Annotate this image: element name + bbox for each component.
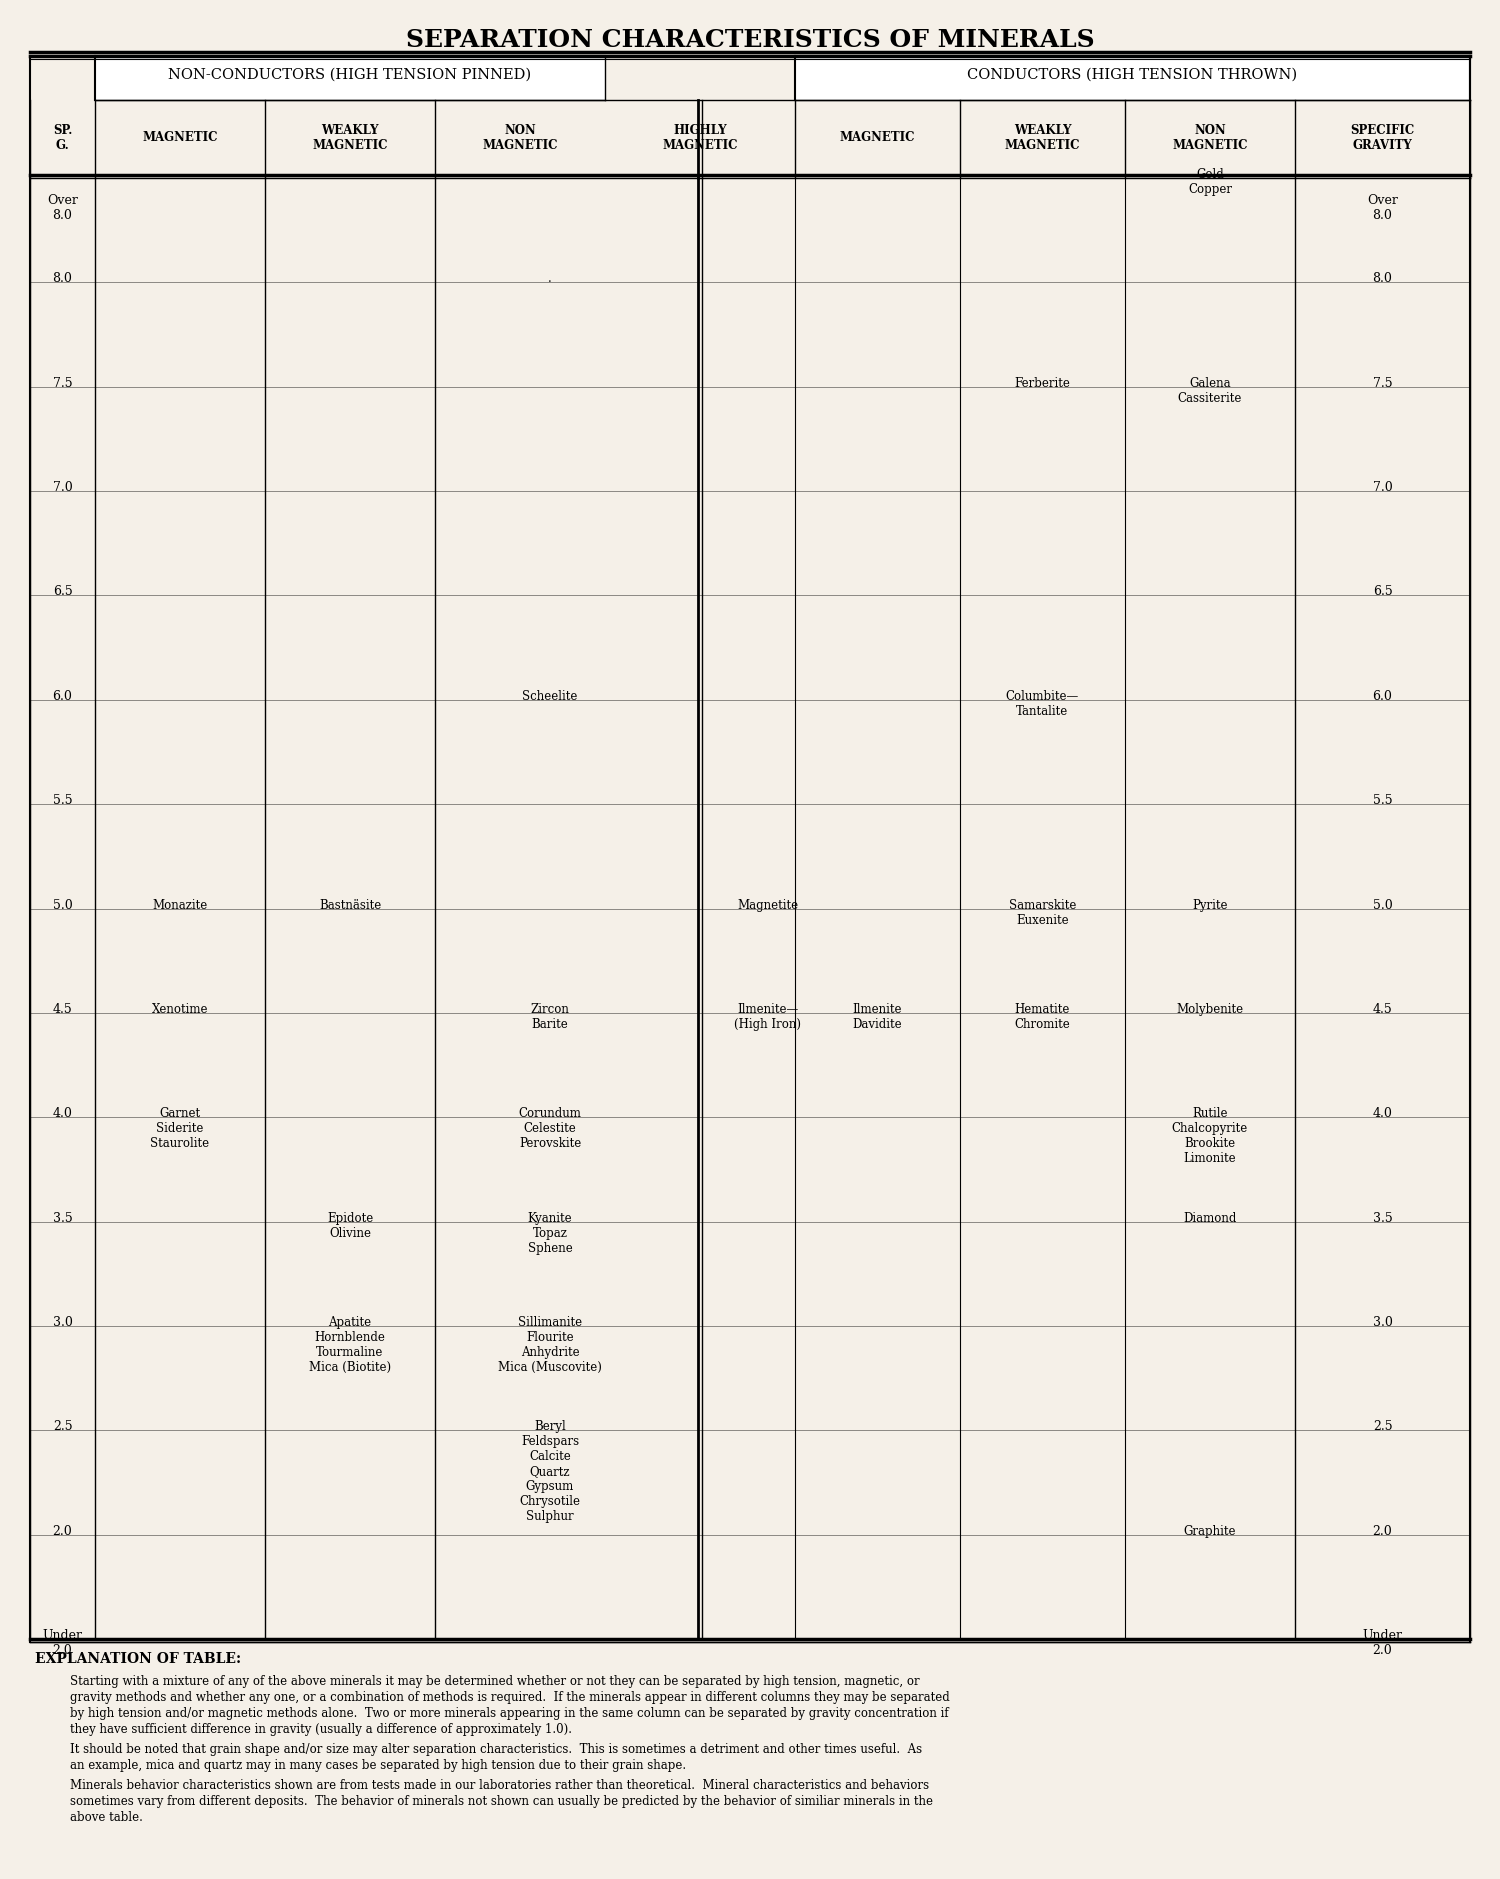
Text: sometimes vary from different deposits.  The behavior of minerals not shown can : sometimes vary from different deposits. … — [70, 1794, 933, 1808]
Text: Hematite
Chromite: Hematite Chromite — [1014, 1003, 1071, 1032]
Text: It should be noted that grain shape and/or size may alter separation characteris: It should be noted that grain shape and/… — [70, 1744, 922, 1757]
Text: NON
MAGNETIC: NON MAGNETIC — [483, 124, 558, 152]
Text: 7.5: 7.5 — [1372, 376, 1392, 389]
Text: 7.0: 7.0 — [1372, 481, 1392, 494]
Text: 6.0: 6.0 — [53, 690, 72, 703]
Text: Epidote
Olivine: Epidote Olivine — [327, 1212, 374, 1240]
Text: Under
2.0: Under 2.0 — [42, 1629, 82, 1657]
Text: Garnet
Siderite
Staurolite: Garnet Siderite Staurolite — [150, 1107, 210, 1150]
Text: Columbite—
Tantalite: Columbite— Tantalite — [1007, 690, 1078, 718]
Text: MAGNETIC: MAGNETIC — [840, 132, 915, 145]
Text: NON
MAGNETIC: NON MAGNETIC — [1173, 124, 1248, 152]
Text: Minerals behavior characteristics shown are from tests made in our laboratories : Minerals behavior characteristics shown … — [70, 1779, 928, 1793]
Text: 2.5: 2.5 — [53, 1421, 72, 1434]
Text: Pyrite: Pyrite — [1192, 898, 1227, 911]
Text: 5.0: 5.0 — [1372, 898, 1392, 911]
Text: Monazite: Monazite — [153, 898, 207, 911]
Text: Ilmenite
Davidite: Ilmenite Davidite — [852, 1003, 903, 1032]
Text: Xenotime: Xenotime — [152, 1003, 208, 1017]
Text: 4.0: 4.0 — [53, 1107, 72, 1120]
Text: 2.0: 2.0 — [53, 1524, 72, 1537]
Text: Scheelite: Scheelite — [522, 690, 578, 703]
Text: 5.0: 5.0 — [53, 898, 72, 911]
Text: Sillimanite
Flourite
Anhydrite
Mica (Muscovite): Sillimanite Flourite Anhydrite Mica (Mus… — [498, 1315, 602, 1374]
Text: 7.0: 7.0 — [53, 481, 72, 494]
Text: Galena
Cassiterite: Galena Cassiterite — [1178, 376, 1242, 404]
Text: Ferberite: Ferberite — [1014, 376, 1071, 389]
Text: Bastnäsite: Bastnäsite — [320, 898, 381, 911]
Text: 4.5: 4.5 — [1372, 1003, 1392, 1017]
Text: 7.5: 7.5 — [53, 376, 72, 389]
Text: Molybenite: Molybenite — [1176, 1003, 1244, 1017]
Text: HIGHLY
MAGNETIC: HIGHLY MAGNETIC — [663, 124, 738, 152]
Text: Under
2.0: Under 2.0 — [1362, 1629, 1402, 1657]
Text: Samarskite
Euxenite: Samarskite Euxenite — [1010, 898, 1076, 926]
Text: above table.: above table. — [70, 1811, 142, 1825]
Text: 5.5: 5.5 — [1372, 795, 1392, 808]
Text: Magnetite: Magnetite — [736, 898, 798, 911]
Text: 3.0: 3.0 — [53, 1315, 72, 1328]
Text: MAGNETIC: MAGNETIC — [142, 132, 218, 145]
Text: NON-CONDUCTORS (HIGH TENSION PINNED): NON-CONDUCTORS (HIGH TENSION PINNED) — [168, 68, 531, 83]
Text: 6.5: 6.5 — [1372, 586, 1392, 598]
Text: .: . — [548, 272, 552, 286]
Text: Rutile
Chalcopyrite
Brookite
Limonite: Rutile Chalcopyrite Brookite Limonite — [1172, 1107, 1248, 1165]
Text: 6.5: 6.5 — [53, 586, 72, 598]
Text: 8.0: 8.0 — [1372, 272, 1392, 286]
Text: Starting with a mixture of any of the above minerals it may be determined whethe: Starting with a mixture of any of the ab… — [70, 1674, 919, 1687]
Text: Diamond: Diamond — [1184, 1212, 1236, 1225]
Text: 2.0: 2.0 — [1372, 1524, 1392, 1537]
Text: 5.5: 5.5 — [53, 795, 72, 808]
Text: 8.0: 8.0 — [53, 272, 72, 286]
Text: Ilmenite—
(High Iron): Ilmenite— (High Iron) — [734, 1003, 801, 1032]
Text: Over
8.0: Over 8.0 — [1366, 194, 1398, 222]
Text: by high tension and/or magnetic methods alone.  Two or more minerals appearing i: by high tension and/or magnetic methods … — [70, 1706, 948, 1719]
Text: WEAKLY
MAGNETIC: WEAKLY MAGNETIC — [1005, 124, 1080, 152]
Text: Over
8.0: Over 8.0 — [46, 194, 78, 222]
Text: Corundum
Celestite
Perovskite: Corundum Celestite Perovskite — [519, 1107, 582, 1150]
Text: CONDUCTORS (HIGH TENSION THROWN): CONDUCTORS (HIGH TENSION THROWN) — [968, 68, 1298, 83]
Text: an example, mica and quartz may in many cases be separated by high tension due t: an example, mica and quartz may in many … — [70, 1759, 686, 1772]
Text: 6.0: 6.0 — [1372, 690, 1392, 703]
Text: Zircon
Barite: Zircon Barite — [531, 1003, 570, 1032]
Text: Graphite: Graphite — [1184, 1524, 1236, 1537]
Text: EXPLANATION OF TABLE:: EXPLANATION OF TABLE: — [34, 1652, 242, 1667]
Text: 2.5: 2.5 — [1372, 1421, 1392, 1434]
Text: WEAKLY
MAGNETIC: WEAKLY MAGNETIC — [312, 124, 387, 152]
Text: 3.5: 3.5 — [1372, 1212, 1392, 1225]
Text: SP.
G.: SP. G. — [53, 124, 72, 152]
Text: 4.5: 4.5 — [53, 1003, 72, 1017]
Text: 4.0: 4.0 — [1372, 1107, 1392, 1120]
Text: Apatite
Hornblende
Tourmaline
Mica (Biotite): Apatite Hornblende Tourmaline Mica (Biot… — [309, 1315, 392, 1374]
Text: they have sufficient difference in gravity (usually a difference of approximatel: they have sufficient difference in gravi… — [70, 1723, 572, 1736]
Text: Gold
Copper: Gold Copper — [1188, 167, 1231, 195]
Text: Kyanite
Topaz
Sphene: Kyanite Topaz Sphene — [528, 1212, 573, 1255]
Text: SPECIFIC
GRAVITY: SPECIFIC GRAVITY — [1350, 124, 1414, 152]
Text: Beryl
Feldspars
Calcite
Quartz
Gypsum
Chrysotile
Sulphur: Beryl Feldspars Calcite Quartz Gypsum Ch… — [519, 1421, 580, 1524]
Text: 3.5: 3.5 — [53, 1212, 72, 1225]
Text: SEPARATION CHARACTERISTICS OF MINERALS: SEPARATION CHARACTERISTICS OF MINERALS — [405, 28, 1095, 53]
Text: 3.0: 3.0 — [1372, 1315, 1392, 1328]
Text: gravity methods and whether any one, or a combination of methods is required.  I: gravity methods and whether any one, or … — [70, 1691, 950, 1704]
